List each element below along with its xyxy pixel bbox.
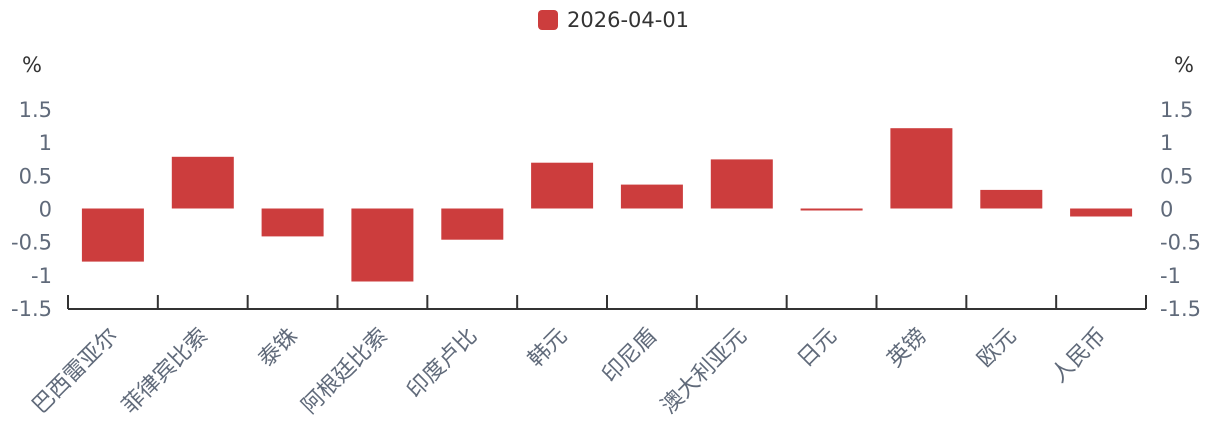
x-tick-label: 澳大利亚元 [657, 324, 752, 419]
bar-2[interactable] [261, 208, 324, 237]
bar-1[interactable] [171, 156, 234, 209]
y-tick-label-right: 1.5 [1160, 98, 1193, 122]
bar-11[interactable] [1070, 208, 1133, 217]
y-tick-label-left: 0.5 [19, 164, 52, 188]
y-tick-label-right: 1 [1160, 131, 1173, 155]
y-axis-unit-right: % [1174, 53, 1194, 77]
bar-10[interactable] [980, 189, 1043, 209]
bar-series [81, 128, 1133, 282]
bar-4[interactable] [441, 208, 504, 240]
y-tick-label-left: 0 [39, 198, 52, 222]
y-tick-label-right: -0.5 [1160, 231, 1201, 255]
legend-label: 2026-04-01 [567, 8, 689, 32]
x-tick-label: 菲律宾比索 [118, 324, 213, 419]
x-tick-label: 印尼盾 [598, 324, 662, 388]
x-tick-label: 印度卢比 [403, 324, 483, 404]
y-axis-unit-left: % [22, 53, 42, 77]
y-tick-label-right: 0.5 [1160, 164, 1193, 188]
y-tick-label-right: -1 [1160, 264, 1181, 288]
x-tick-label: 韩元 [524, 324, 573, 373]
x-tick-label: 巴西雷亚尔 [28, 324, 123, 419]
y-tick-label-right: 0 [1160, 198, 1173, 222]
y-tick-label-left: -0.5 [11, 231, 52, 255]
x-tick-label: 泰铢 [254, 324, 303, 373]
bar-7[interactable] [710, 159, 773, 209]
legend[interactable]: 2026-04-01 [538, 8, 689, 32]
y-axis-left: 1.5 1 0.5 0 -0.5 -1 -1.5 [11, 98, 52, 321]
bar-0[interactable] [81, 208, 144, 262]
y-tick-label-left: 1 [39, 131, 52, 155]
bar-6[interactable] [620, 184, 683, 209]
legend-swatch [538, 10, 558, 30]
bar-8[interactable] [800, 208, 863, 211]
bar-9[interactable] [890, 128, 953, 209]
y-axis-right: 1.5 1 0.5 0 -0.5 -1 -1.5 [1160, 98, 1201, 321]
x-tick-label: 人民币 [1047, 324, 1111, 388]
x-tick-label: 阿根廷比索 [297, 324, 392, 419]
x-tick-label: 日元 [793, 324, 842, 373]
x-tick-label: 英镑 [883, 324, 932, 373]
x-tick-label: 欧元 [973, 324, 1022, 373]
bar-5[interactable] [531, 162, 594, 209]
y-tick-label-left: -1.5 [11, 297, 52, 321]
y-tick-label-left: -1 [31, 264, 52, 288]
y-tick-label-right: -1.5 [1160, 297, 1201, 321]
bar-3[interactable] [351, 208, 414, 282]
y-tick-label-left: 1.5 [19, 98, 52, 122]
